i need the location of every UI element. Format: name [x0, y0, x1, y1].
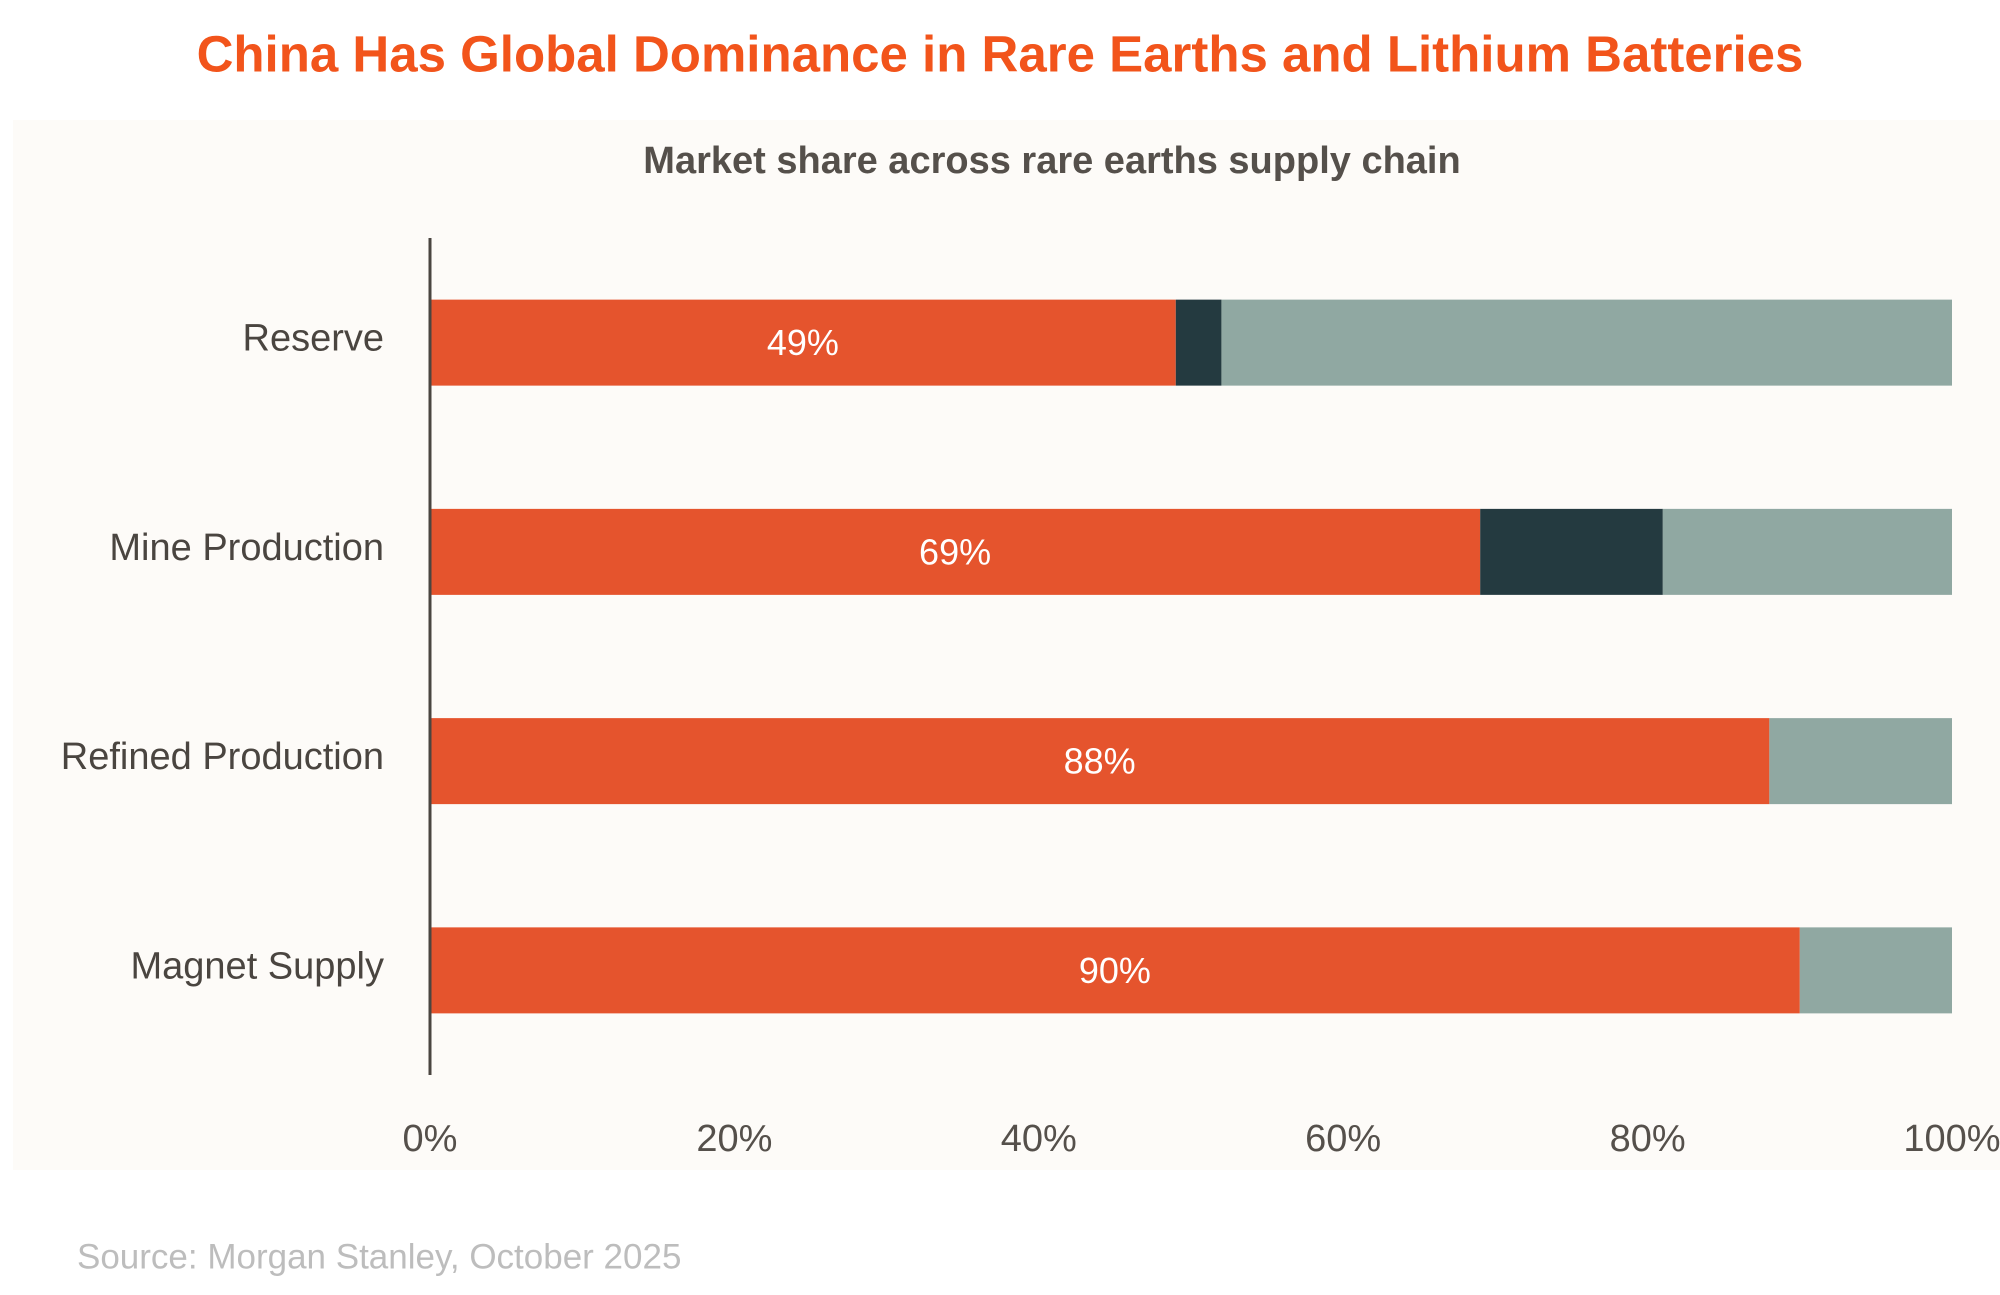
y-tick-label: Refined Production [61, 736, 384, 778]
bar-segment [1769, 718, 1952, 805]
bar-segment [430, 508, 1481, 595]
bar-segment [1799, 927, 1952, 1014]
y-tick-label: Magnet Supply [131, 945, 385, 987]
chart-subtitle: Market share across rare earths supply c… [643, 140, 1460, 182]
bar-segment [1480, 508, 1663, 595]
bar-segment [1221, 299, 1952, 386]
bar-segment [1662, 508, 1952, 595]
bar-segment [430, 718, 1770, 805]
x-tick-label: 0% [403, 1118, 458, 1160]
x-tick-label: 80% [1610, 1118, 1686, 1160]
bar-segment [1175, 299, 1222, 386]
y-tick-label: Mine Production [109, 527, 384, 569]
value-label: 90% [1079, 950, 1151, 991]
value-label: 69% [919, 531, 991, 572]
bar-segment [430, 299, 1176, 386]
value-label: 88% [1064, 741, 1136, 782]
x-tick-label: 60% [1305, 1118, 1381, 1160]
y-tick-label: Reserve [243, 318, 385, 360]
bar-segment [430, 927, 1800, 1014]
x-tick-label: 40% [1001, 1118, 1077, 1160]
chart-title: China Has Global Dominance in Rare Earth… [197, 25, 1804, 82]
source: Source: Morgan Stanley, October 2025 [77, 1237, 681, 1276]
value-label: 49% [767, 322, 839, 363]
x-tick-label: 20% [696, 1118, 772, 1160]
x-tick-label: 100% [1903, 1118, 2000, 1160]
